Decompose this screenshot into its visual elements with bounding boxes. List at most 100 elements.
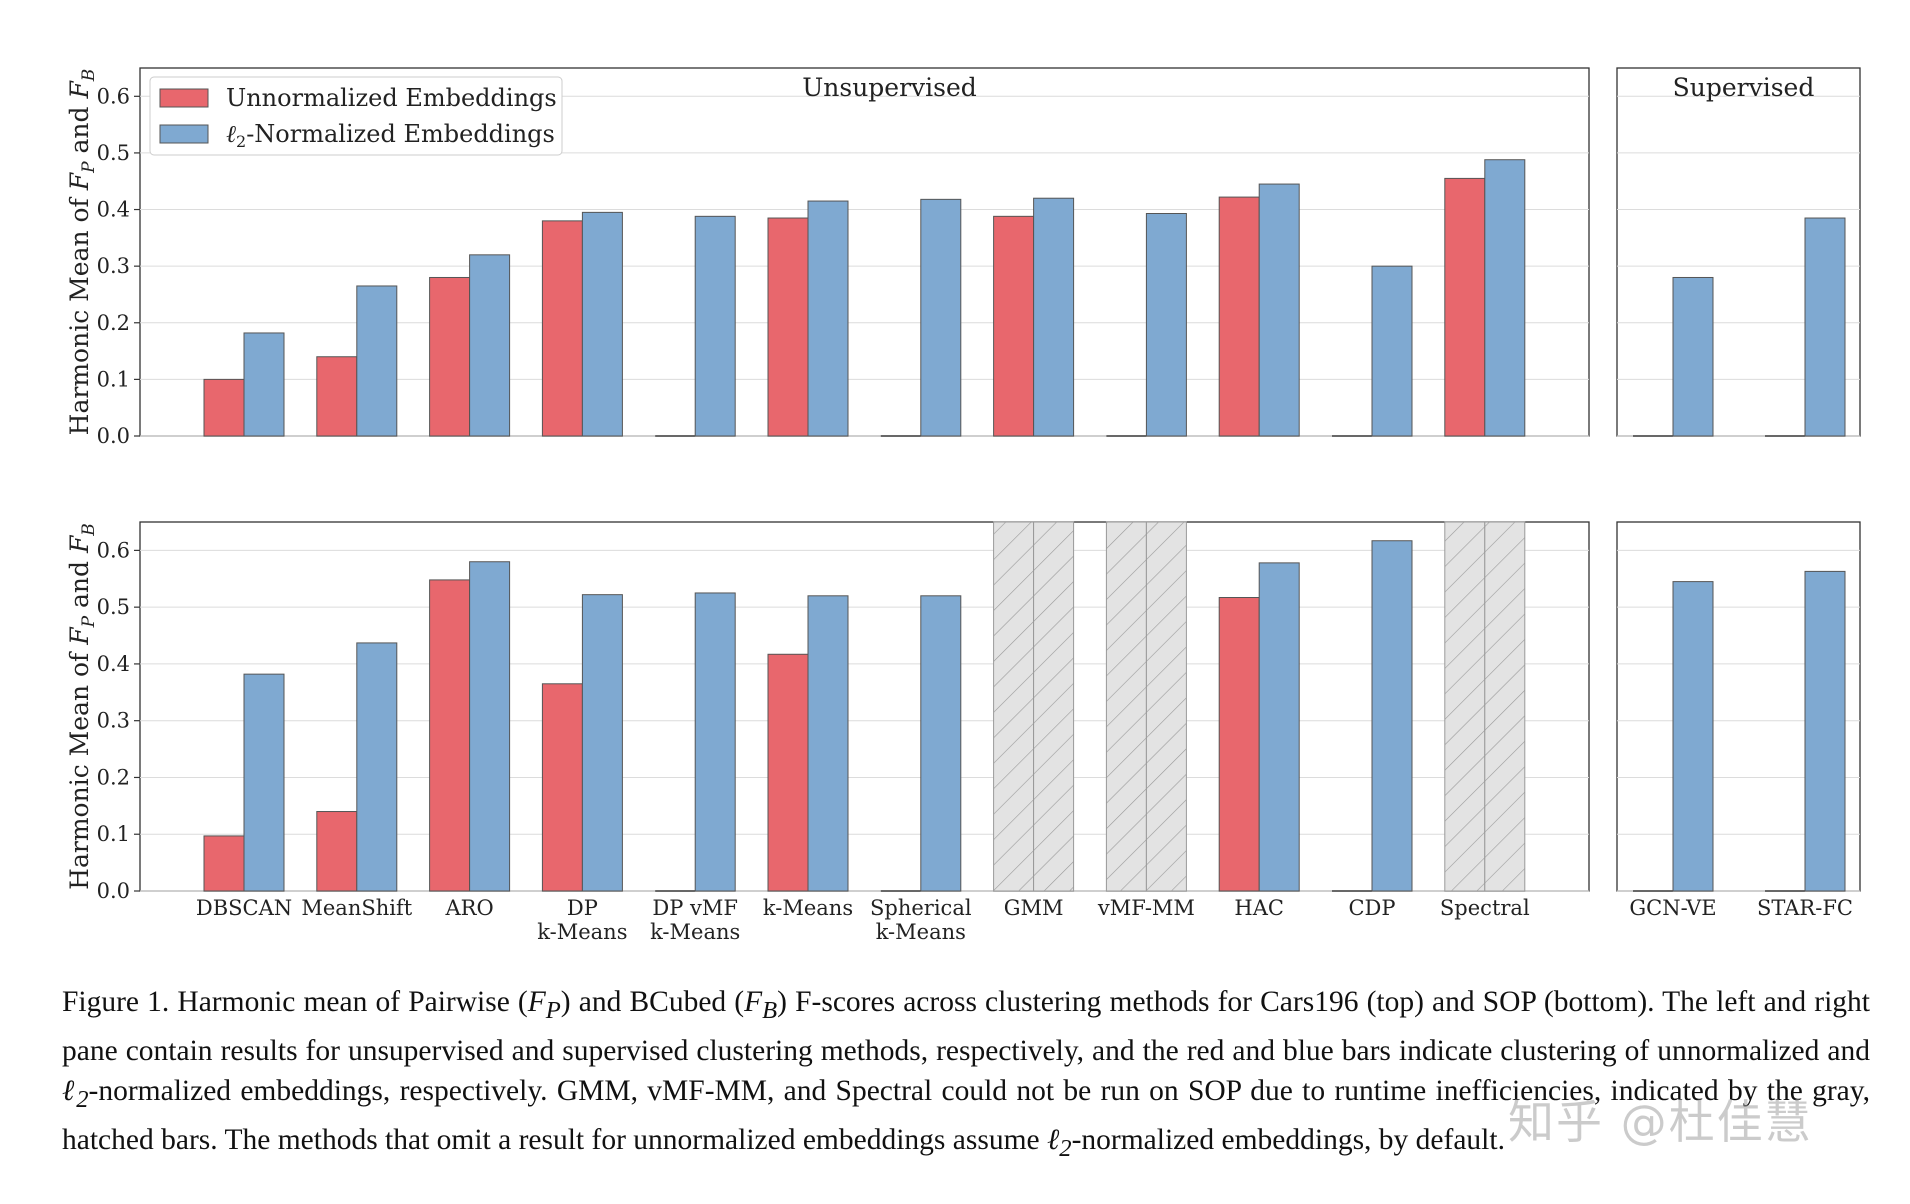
- bar-unnormalized: [1444, 177, 1486, 437]
- bar-normalized: [469, 561, 511, 892]
- caption-text-5: -normalized embeddings, by default.: [1071, 1123, 1505, 1156]
- bar-normalized: [581, 594, 623, 892]
- bar-normalized: [807, 595, 849, 892]
- caption-fp-main: F: [527, 986, 546, 1018]
- caption-text-1: Figure 1. Harmonic mean of Pairwise (: [62, 986, 528, 1018]
- caption-fb-sub: B: [762, 996, 778, 1024]
- caption-fb-main: F: [744, 986, 763, 1018]
- bar-unnormalized: [541, 683, 583, 892]
- bar-normalized: [1258, 183, 1300, 437]
- bar-normalized: [1804, 570, 1846, 892]
- x-tick-label: k-Means: [876, 920, 966, 944]
- bar-normalized: [243, 332, 285, 437]
- legend-swatch-normalized: [159, 124, 209, 144]
- na-hatched-bar: [1033, 521, 1075, 892]
- bar-unnormalized: [767, 217, 809, 437]
- y-tick-label: 0.5: [97, 141, 130, 165]
- legend-box: [149, 76, 563, 156]
- caption-text-4: -normalized embeddings, respectively. GM…: [62, 1074, 1870, 1156]
- x-tick-label: DP vMF: [652, 896, 738, 920]
- x-tick-label: Spectral: [1440, 896, 1530, 920]
- y-tick-label: 0.2: [97, 765, 130, 789]
- x-tick-label: k-Means: [537, 920, 627, 944]
- bar-unnormalized: [316, 356, 358, 437]
- bar-normalized: [807, 200, 849, 437]
- bar-normalized: [1484, 159, 1526, 437]
- bar-normalized: [356, 285, 398, 437]
- bar-unnormalized: [429, 276, 471, 437]
- pane-title-supervised: Supervised: [1673, 73, 1815, 102]
- caption-fp: FP: [527, 986, 561, 1024]
- na-hatched-bar: [1105, 521, 1147, 892]
- y-tick-label: 0.1: [97, 822, 130, 846]
- y-tick-label: 0.6: [97, 84, 130, 108]
- x-tick-label: STAR-FC: [1757, 896, 1853, 920]
- bar-normalized: [1672, 581, 1714, 892]
- bar-unnormalized: [429, 579, 471, 892]
- x-tick-label: vMF-MM: [1097, 896, 1195, 920]
- y-tick-label: 0.3: [97, 254, 130, 278]
- bar-normalized: [694, 592, 736, 892]
- bar-unnormalized: [203, 378, 245, 437]
- bar-normalized: [243, 673, 285, 892]
- bar-unnormalized: [541, 220, 583, 437]
- x-tick-label: GCN-VE: [1629, 896, 1716, 920]
- x-tick-label: Spherical: [870, 896, 972, 920]
- bar-normalized: [469, 254, 511, 437]
- caption-text-3: ) F-scores across clustering methods for…: [62, 986, 1871, 1067]
- figure-caption: Figure 1. Harmonic mean of Pairwise (FP)…: [62, 982, 1870, 1169]
- bar-normalized: [694, 215, 736, 437]
- legend-swatch-unnormalized: [159, 88, 209, 108]
- bar-normalized: [581, 211, 623, 437]
- bar-normalized: [1033, 197, 1075, 437]
- na-hatched-bar: [993, 521, 1035, 892]
- bar-normalized: [1145, 213, 1187, 437]
- y-tick-label: 0.2: [97, 311, 130, 335]
- bar-unnormalized: [767, 653, 809, 892]
- caption-l2: ℓ2: [62, 1075, 89, 1113]
- caption-l2b-sub: 2: [1059, 1134, 1072, 1162]
- bar-normalized: [356, 642, 398, 892]
- y-tick-label: 0.4: [97, 198, 130, 222]
- legend: Unnormalized Embeddings ℓ2-Normalized Emb…: [149, 76, 563, 156]
- na-hatched-bar: [1484, 521, 1526, 892]
- x-tick-label: k-Means: [763, 896, 853, 920]
- caption-text-2: ) and BCubed (: [560, 986, 745, 1018]
- x-tick-label: MeanShift: [301, 896, 412, 920]
- watermark: 知乎 @杜佳慧: [1508, 1095, 1813, 1149]
- na-hatched-bar: [1145, 521, 1187, 892]
- pane-title-unsupervised: Unsupervised: [802, 73, 977, 102]
- x-tick-label: HAC: [1234, 896, 1284, 920]
- y-axis-label: Harmonic Mean of FP and FB: [65, 69, 99, 436]
- bar-unnormalized: [1218, 196, 1260, 437]
- caption-fb: FB: [744, 986, 777, 1024]
- bar-normalized: [1258, 562, 1300, 892]
- x-tick-label: k-Means: [650, 920, 740, 944]
- y-tick-label: 0.3: [97, 709, 130, 733]
- bar-unnormalized: [1218, 597, 1260, 892]
- bar-normalized: [1804, 217, 1846, 437]
- x-tick-label: DBSCAN: [196, 896, 292, 920]
- bar-normalized: [1371, 540, 1413, 892]
- bar-unnormalized: [993, 215, 1035, 437]
- y-tick-label: 0.0: [97, 879, 130, 903]
- caption-l2-sub: 2: [76, 1085, 89, 1113]
- y-tick-label: 0.0: [97, 424, 130, 448]
- legend-label-unnormalized: Unnormalized Embeddings: [226, 84, 557, 112]
- x-tick-label: GMM: [1004, 896, 1064, 920]
- y-tick-label: 0.4: [97, 652, 130, 676]
- y-tick-label: 0.5: [97, 595, 130, 619]
- bar-unnormalized: [316, 811, 358, 892]
- legend-label-normalized: ℓ2-Normalized Embeddings: [226, 120, 555, 151]
- bar-normalized: [1672, 276, 1714, 437]
- y-tick-label: 0.6: [97, 538, 130, 562]
- x-tick-label: ARO: [444, 896, 493, 920]
- x-tick-label: DP: [567, 896, 598, 920]
- bar-normalized: [920, 595, 962, 892]
- bar-unnormalized: [203, 835, 245, 892]
- bar-normalized: [920, 198, 962, 437]
- x-tick-label: CDP: [1348, 896, 1395, 920]
